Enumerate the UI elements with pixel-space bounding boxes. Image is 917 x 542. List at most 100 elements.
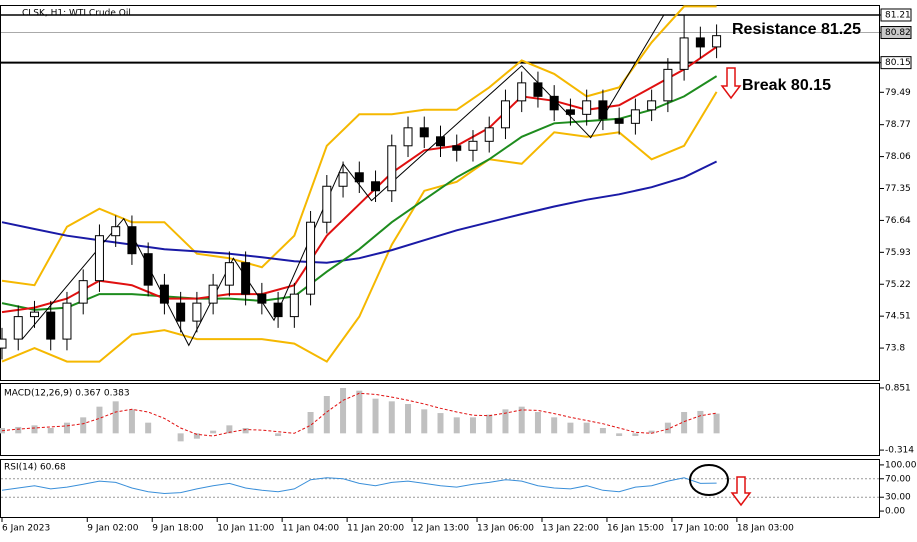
candle-body bbox=[663, 68, 673, 102]
y-tick-label: -0.314 bbox=[885, 446, 914, 456]
macd-bar bbox=[697, 410, 704, 434]
candle-body bbox=[679, 37, 689, 70]
rsi-line bbox=[1, 477, 717, 495]
down-arrow bbox=[730, 476, 752, 507]
macd-bar bbox=[534, 412, 541, 434]
macd-bar bbox=[177, 433, 184, 442]
price-label-box bbox=[880, 26, 912, 40]
x-tick-label: 11 Jan 20:00 bbox=[347, 524, 404, 534]
annotation: Break 80.15 bbox=[742, 77, 831, 94]
candle-body bbox=[565, 109, 575, 115]
x-tick-label: 6 Jan 2023 bbox=[2, 524, 50, 534]
candle-body bbox=[468, 140, 478, 151]
macd-bar bbox=[193, 433, 200, 439]
macd-bar bbox=[681, 412, 688, 434]
y-tick-label: 78.77 bbox=[885, 120, 911, 130]
candle-body bbox=[224, 262, 234, 286]
macd-bar bbox=[616, 433, 623, 437]
macd-bar bbox=[145, 422, 152, 434]
macd-bar bbox=[583, 422, 590, 434]
x-tick-label: 9 Jan 02:00 bbox=[87, 524, 139, 534]
indicator-line bbox=[1, 46, 718, 314]
candle-body bbox=[647, 100, 657, 111]
candle-body bbox=[0, 338, 7, 349]
candle-body bbox=[403, 127, 413, 147]
y-tick-label: 0.00 bbox=[885, 507, 905, 517]
annotation: Resistance 81.25 bbox=[732, 21, 861, 38]
candle-body bbox=[29, 311, 39, 318]
macd-bar bbox=[242, 428, 249, 434]
y-tick-label: 75.22 bbox=[885, 280, 911, 290]
indicator-line bbox=[1, 5, 717, 287]
candle-body bbox=[289, 293, 299, 318]
macd-bar bbox=[648, 430, 655, 434]
candle-body bbox=[549, 95, 559, 111]
candle-body bbox=[13, 316, 23, 340]
indicator-line bbox=[1, 160, 718, 264]
y-tick-label: 0.851 bbox=[885, 383, 911, 393]
candle-body bbox=[484, 127, 494, 142]
candle-body bbox=[208, 284, 218, 304]
macd-bar bbox=[226, 425, 233, 434]
highlight-circle bbox=[689, 464, 729, 496]
down-arrow bbox=[720, 67, 742, 100]
macd-bar bbox=[437, 413, 444, 434]
price-label-box bbox=[880, 56, 912, 70]
candle-body bbox=[46, 311, 56, 340]
indicator-line bbox=[1, 91, 718, 363]
price-label-box bbox=[880, 8, 912, 22]
x-tick-label: 13 Jan 22:00 bbox=[542, 524, 599, 534]
y-tick-label: 30.00 bbox=[885, 493, 911, 503]
candle-body bbox=[387, 145, 397, 192]
x-tick-label: 12 Jan 13:00 bbox=[412, 524, 469, 534]
price-panel bbox=[0, 5, 880, 381]
y-tick-label: 81.21 bbox=[885, 10, 911, 20]
candle-body bbox=[371, 181, 381, 192]
macd-bar bbox=[31, 425, 38, 434]
candle-body bbox=[241, 262, 251, 295]
macd-bar bbox=[551, 417, 558, 434]
y-tick-label: 74.51 bbox=[885, 312, 911, 322]
candle-body bbox=[452, 145, 462, 151]
chart-title: CLSK, H1: WTI Crude Oil bbox=[22, 9, 131, 19]
macd-bar bbox=[15, 426, 22, 434]
candle-body bbox=[582, 100, 592, 115]
y-tick-label: 75.93 bbox=[885, 248, 911, 258]
candle-body bbox=[354, 172, 364, 183]
x-tick-label: 18 Jan 03:00 bbox=[737, 524, 794, 534]
candle-body bbox=[192, 302, 202, 322]
candle-body bbox=[695, 37, 705, 48]
y-tick-label: 100.00 bbox=[885, 460, 917, 470]
y-tick-label: 79.49 bbox=[885, 88, 911, 98]
macd-bar bbox=[340, 388, 347, 434]
candle-body bbox=[517, 82, 527, 102]
candle-body bbox=[598, 100, 608, 120]
candle-body bbox=[419, 127, 429, 138]
macd-bar bbox=[96, 406, 103, 434]
macd-bar bbox=[405, 404, 412, 434]
macd-bar bbox=[307, 412, 314, 434]
rsi-title: RSI(14) 60.68 bbox=[4, 463, 66, 473]
y-tick-label: 77.35 bbox=[885, 184, 911, 194]
macd-bar bbox=[713, 413, 720, 434]
candle-body bbox=[533, 82, 543, 97]
macd-bar bbox=[469, 417, 476, 434]
x-tick-label: 10 Jan 11:00 bbox=[217, 524, 274, 534]
macd-bar bbox=[63, 422, 70, 434]
macd-bar bbox=[323, 396, 330, 434]
macd-bar bbox=[502, 409, 509, 434]
candle-body bbox=[712, 35, 722, 48]
candle-body bbox=[614, 118, 624, 124]
macd-bar bbox=[128, 409, 135, 434]
macd-bar bbox=[112, 401, 119, 434]
macd-bar bbox=[486, 414, 493, 434]
y-tick-label: 73.8 bbox=[885, 344, 905, 354]
macd-bar bbox=[356, 390, 363, 434]
plot-layer: 81.21 80.82 80.15 79.49 78.77 78.06 77.35 76.64… bbox=[0, 5, 917, 534]
x-tick-label: 16 Jan 15:00 bbox=[607, 524, 664, 534]
candle-body bbox=[500, 100, 510, 129]
macd-bar bbox=[664, 422, 671, 434]
